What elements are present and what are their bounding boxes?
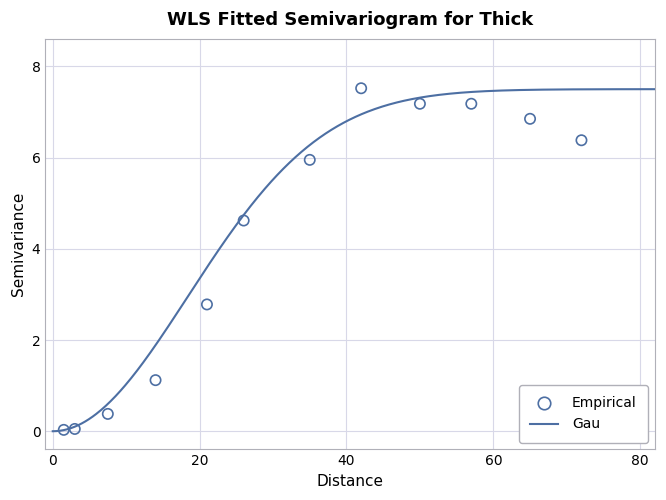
Point (356, 84, 366, 92)
Legend: Empirical, Gau: Empirical, Gau (519, 386, 648, 442)
Point (525, 115, 535, 123)
Y-axis label: Semivariance: Semivariance (11, 192, 26, 296)
Title: WLS Fitted Semivariogram for Thick: WLS Fitted Semivariogram for Thick (167, 11, 533, 29)
Point (69, 425, 80, 433)
Point (151, 376, 161, 384)
Point (59, 426, 69, 434)
X-axis label: Distance: Distance (316, 474, 384, 489)
Point (414, 100, 425, 108)
Point (576, 136, 587, 144)
Point (304, 156, 315, 164)
Point (103, 410, 113, 418)
Point (238, 216, 249, 224)
Point (202, 300, 212, 308)
Point (466, 100, 477, 108)
